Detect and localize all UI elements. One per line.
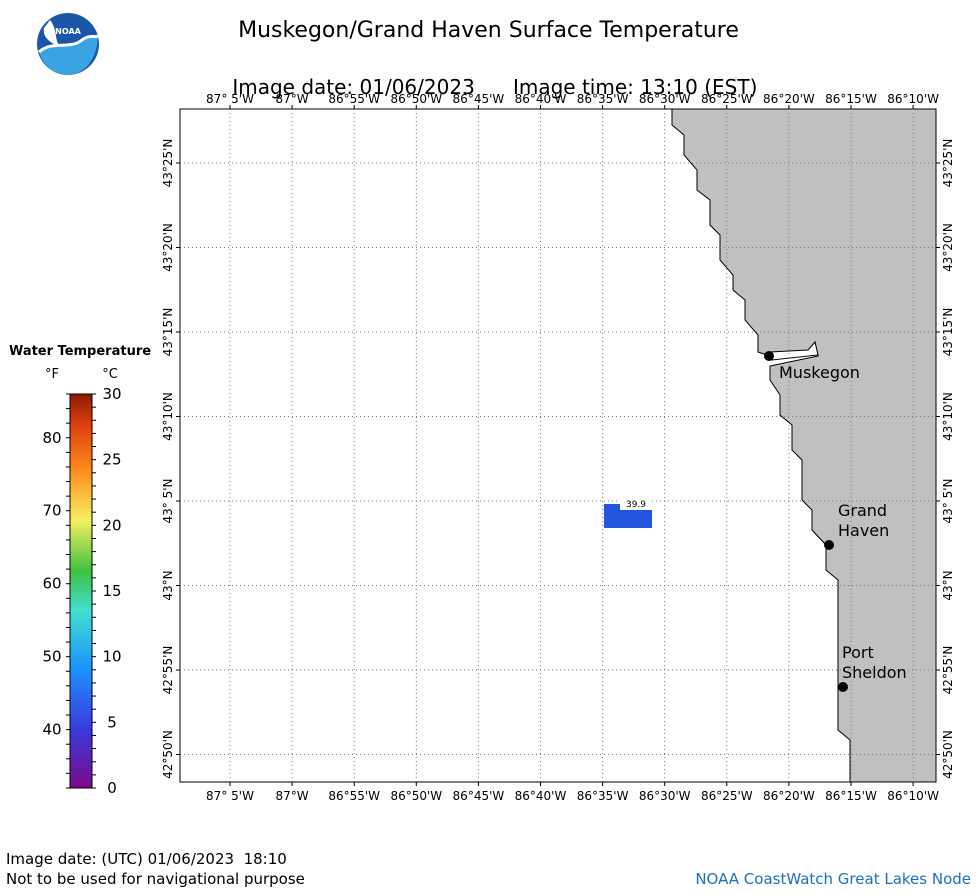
color-bar [69,393,93,789]
legend-f-tick: 80 [42,429,61,447]
legend-f-tick: 60 [42,575,61,593]
longitude-label: 87°W [276,789,309,803]
legend-c-tick: 30 [102,385,121,403]
longitude-label: 86°25'W [701,92,753,106]
utc-date: Image date: (UTC) 01/06/2023 18:10 [6,850,287,868]
legend-unit-c: °C [102,367,118,382]
longitude-label: 86°10'W [887,789,939,803]
city-muskegon: Muskegon [764,351,860,382]
legend-c-tick: 0 [107,779,117,797]
legend-title: Water Temperature [9,344,151,359]
legend-c-tick: 20 [102,516,121,534]
latitude-label: 42°55'N [161,646,175,695]
legend-ticks [66,393,96,789]
latitude-labels-left: 43°25'N 43°20'N 43°15'N 43°10'N 43° 5'N 43°N 4… [161,139,180,779]
temperature-label-bg [620,497,652,510]
longitude-label: 86°15'W [825,789,877,803]
temperature-value: 39.9 [626,500,646,510]
image-date-time: Image date: 01/06/2023 Image time: 13:10… [0,51,977,99]
city-label-grand-haven: Grand Haven [838,501,889,540]
longitude-label: 87°W [276,92,309,106]
legend-f-labels: 80 70 60 50 40 [42,429,61,739]
image-date-label: Image date: 01/06/2023 [232,75,475,99]
city-marker [764,351,774,361]
city-port-sheldon: Port Sheldon [838,643,907,692]
legend-c-labels: 30 25 20 15 10 5 0 [102,385,121,797]
temperature-reading: 39.9 [604,497,652,528]
noaa-logo-text: NOAA [55,27,81,36]
city-marker [838,682,848,692]
longitude-label: 86°50'W [390,92,442,106]
longitude-label: 87° 5'W [206,92,254,106]
latitude-label: 43° 5'N [161,479,175,524]
latitude-label: 43°25'N [941,139,955,188]
legend-c-tick: 15 [102,582,121,600]
latitude-labels-right: 43°25'N 43°20'N 43°15'N 43°10'N 43° 5'N 43°N 4… [936,139,955,779]
longitude-label: 87° 5'W [206,789,254,803]
image-time-label: Image time: 13:10 (EST) [512,75,758,99]
map-title: Muskegon/Grand Haven Surface Temperature [238,18,739,43]
longitude-label: 86°35'W [577,789,629,803]
longitude-label: 86°55'W [328,92,380,106]
longitude-label: 86°30'W [639,92,691,106]
latitude-label: 42°50'N [941,730,955,779]
land-mass [671,108,937,783]
longitude-label: 86°20'W [763,92,815,106]
latitude-label: 43°20'N [941,223,955,272]
longitude-label: 86°35'W [577,92,629,106]
longitude-label: 86°25'W [701,789,753,803]
legend-c-tick: 10 [102,648,121,666]
latitude-label: 43° 5'N [941,479,955,524]
legend-unit-f: °F [45,367,59,382]
longitude-label: 86°40'W [515,92,567,106]
longitude-label: 86°15'W [825,92,877,106]
longitude-label: 86°45'W [453,789,505,803]
longitude-label: 86°10'W [887,92,939,106]
latitude-label: 42°50'N [161,730,175,779]
legend-f-tick: 40 [42,721,61,739]
latitude-label: 42°55'N [941,646,955,695]
latitude-label: 43°10'N [941,392,955,441]
longitude-label: 86°50'W [390,789,442,803]
latitude-label: 43°15'N [941,308,955,357]
longitude-label: 86°45'W [453,92,505,106]
city-label-muskegon: Muskegon [779,363,860,382]
noaa-logo: NOAA [37,13,99,75]
longitude-labels-bottom: 87° 5'W 87°W 86°55'W 86°50'W 86°45'W 86°40'W 8… [206,782,939,803]
longitude-label: 86°40'W [515,789,567,803]
longitude-label: 86°30'W [639,789,691,803]
city-grand-haven: Grand Haven [824,501,889,550]
disclaimer: Not to be used for navigational purpose [6,870,305,888]
city-marker [824,540,834,550]
graticule [180,109,936,782]
credit-link[interactable]: NOAA CoastWatch Great Lakes Node [695,870,971,888]
latitude-label: 43°15'N [161,308,175,357]
latitude-label: 43°N [941,570,955,600]
legend-c-tick: 25 [102,451,121,469]
longitude-label: 86°55'W [328,789,380,803]
city-label-port-sheldon: Port Sheldon [842,643,907,682]
latitude-label: 43°N [161,570,175,600]
legend-f-tick: 70 [42,502,61,520]
latitude-label: 43°25'N [161,139,175,188]
longitude-label: 86°20'W [763,789,815,803]
legend-f-tick: 50 [42,648,61,666]
legend-c-tick: 5 [107,713,117,731]
latitude-label: 43°20'N [161,223,175,272]
longitude-labels-top: 87° 5'W 87°W 86°55'W 86°50'W 86°45'W 86°40'W 8… [206,92,939,109]
latitude-label: 43°10'N [161,392,175,441]
